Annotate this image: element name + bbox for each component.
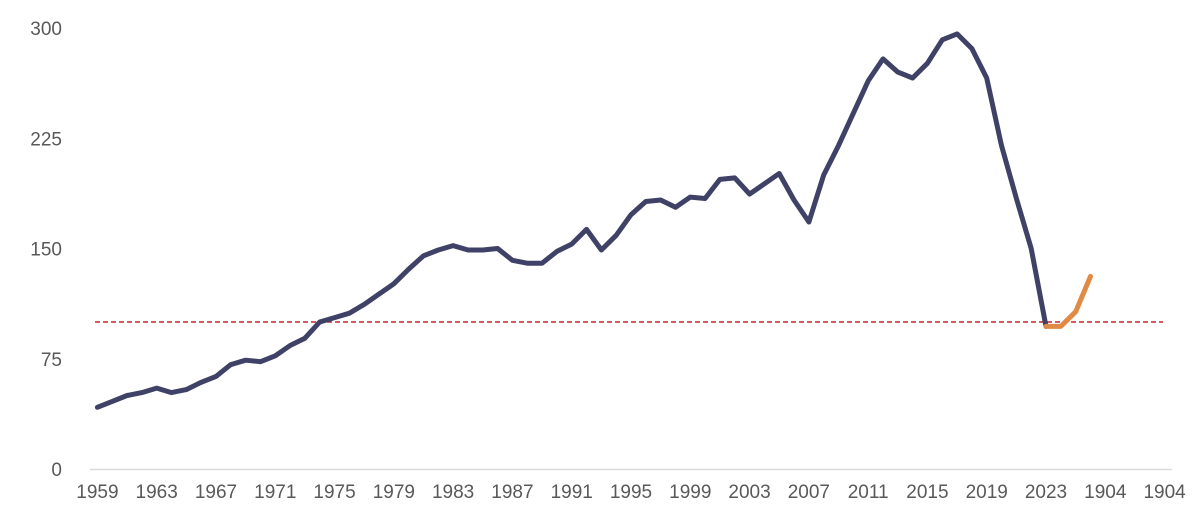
y-tick-label: 300	[30, 19, 62, 40]
x-tick-label: 2003	[728, 482, 770, 503]
x-axis-ticks: 1959 1963 1967 1971 1975 1979 1983 1987 1991 1995…	[76, 482, 1186, 503]
x-tick-label: 1904	[1143, 482, 1186, 503]
x-tick-label: 2015	[906, 482, 948, 503]
x-tick-label: 1991	[551, 482, 593, 503]
x-tick-label: 1999	[669, 482, 711, 503]
x-tick-label: 1963	[136, 482, 178, 503]
x-tick-label: 1967	[195, 482, 237, 503]
y-tick-label: 225	[30, 129, 62, 150]
y-axis-ticks: 0 75 150 225 300	[30, 19, 62, 481]
x-tick-label: 2011	[848, 482, 889, 503]
series-line-2	[1043, 273, 1093, 329]
x-tick-label: 1971	[254, 482, 296, 503]
x-tick-label: 1979	[373, 482, 415, 503]
x-tick-label: 2019	[966, 482, 1008, 503]
x-tick-label: 1975	[313, 482, 355, 503]
series-group	[94, 31, 1093, 410]
x-tick-label: 1995	[610, 482, 652, 503]
y-tick-label: 75	[41, 350, 62, 371]
x-tick-label: 1904	[1084, 482, 1127, 503]
x-tick-label: 2023	[1025, 482, 1067, 503]
series-line-1	[94, 31, 1049, 410]
x-tick-label: 2007	[788, 482, 830, 503]
x-tick-label: 1983	[432, 482, 474, 503]
y-tick-label: 150	[30, 240, 62, 261]
y-tick-label: 0	[51, 460, 62, 481]
x-tick-label: 1959	[76, 482, 118, 503]
x-tick-label: 1987	[491, 482, 533, 503]
